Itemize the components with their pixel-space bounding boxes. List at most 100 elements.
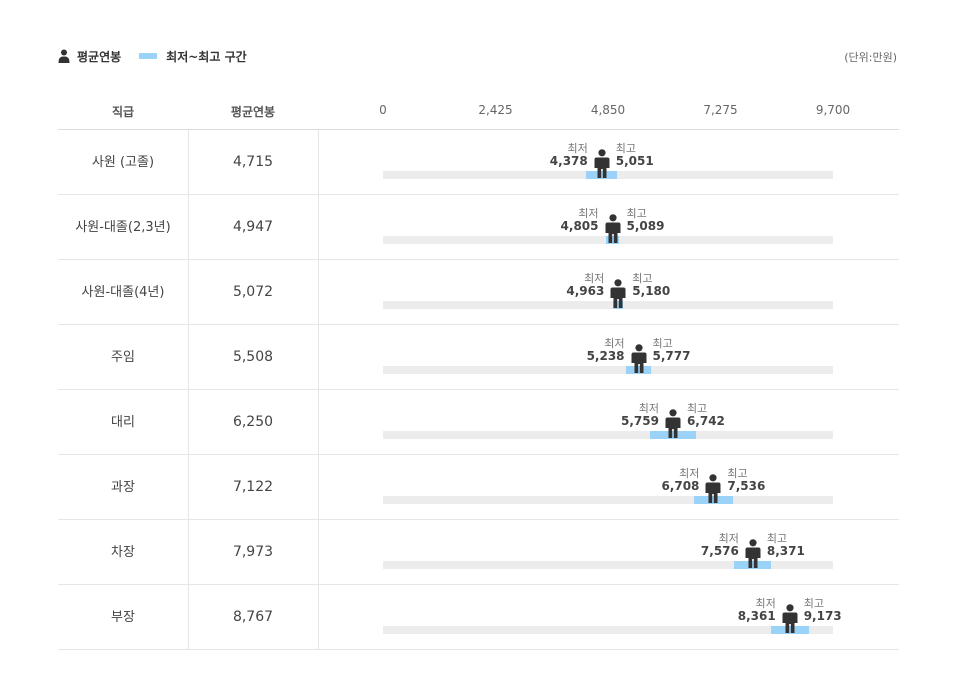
min-label: 최저 bbox=[584, 272, 605, 285]
min-value: 5,238 bbox=[586, 349, 625, 363]
axis-tick-label: 7,275 bbox=[703, 103, 738, 117]
range-band bbox=[613, 301, 624, 309]
grade-label: 사원-대졸(4년) bbox=[81, 285, 165, 300]
average-marker-icon bbox=[610, 279, 626, 308]
average-marker-icon bbox=[745, 539, 761, 568]
person-icon bbox=[58, 49, 70, 63]
axis-tick-label: 0 bbox=[379, 103, 387, 117]
average-value: 7,122 bbox=[232, 479, 274, 495]
row-divider bbox=[58, 194, 899, 195]
table-row: 과장 7,122 최저 6,708 최고 7,536 bbox=[58, 455, 899, 520]
range-band bbox=[650, 431, 696, 439]
min-label: 최저 bbox=[718, 532, 739, 545]
range-band bbox=[770, 626, 809, 634]
average-value: 5,508 bbox=[232, 349, 274, 365]
row-divider bbox=[58, 519, 899, 520]
range-track bbox=[383, 496, 833, 504]
grade-label: 대리 bbox=[111, 415, 135, 430]
range-track bbox=[383, 366, 833, 374]
min-value: 4,378 bbox=[549, 154, 588, 168]
average-value: 7,973 bbox=[232, 544, 274, 560]
row-divider bbox=[58, 649, 899, 650]
axis-tick-label: 9,700 bbox=[815, 103, 851, 117]
min-label: 최저 bbox=[578, 207, 599, 220]
max-value: 8,371 bbox=[766, 544, 805, 558]
row-divider bbox=[58, 259, 899, 260]
max-label: 최고 bbox=[652, 337, 673, 350]
average-value: 4,947 bbox=[232, 219, 274, 235]
min-value: 7,576 bbox=[700, 544, 739, 558]
table-row: 주임 5,508 최저 5,238 최고 5,777 bbox=[58, 325, 899, 390]
range-track bbox=[383, 561, 833, 569]
table-row: 부장 8,767 최저 8,361 최고 9,173 bbox=[58, 585, 899, 650]
column-header-grade: 직급 bbox=[111, 105, 135, 119]
average-value: 5,072 bbox=[232, 284, 274, 300]
range-track bbox=[383, 431, 833, 439]
grade-label: 사원-대졸(2,3년) bbox=[75, 220, 171, 235]
range-band bbox=[694, 496, 733, 504]
table-row: 사원-대졸(4년) 5,072 최저 4,963 최고 5,180 bbox=[58, 260, 899, 325]
max-value: 5,180 bbox=[632, 284, 671, 298]
average-value: 4,715 bbox=[232, 154, 274, 170]
max-label: 최고 bbox=[632, 272, 653, 285]
max-value: 6,742 bbox=[686, 414, 725, 428]
min-label: 최저 bbox=[755, 597, 776, 610]
legend-range-swatch bbox=[139, 53, 158, 59]
min-value: 4,805 bbox=[560, 219, 599, 233]
column-divider bbox=[188, 130, 189, 650]
min-label: 최저 bbox=[567, 142, 588, 155]
axis-tick-label: 2,425 bbox=[478, 103, 513, 117]
max-value: 5,051 bbox=[615, 154, 654, 168]
max-label: 최고 bbox=[615, 142, 636, 155]
table-row: 대리 6,250 최저 5,759 최고 6,742 bbox=[58, 390, 899, 455]
min-label: 최저 bbox=[604, 337, 625, 350]
legend: 평균연봉 최저~최고 구간 bbox=[58, 47, 247, 65]
average-marker-icon bbox=[705, 474, 721, 503]
grade-label: 주임 bbox=[111, 350, 135, 365]
range-band bbox=[626, 366, 651, 374]
range-band bbox=[605, 236, 620, 244]
grade-label: 과장 bbox=[111, 480, 135, 495]
max-label: 최고 bbox=[766, 532, 788, 545]
max-label: 최고 bbox=[803, 597, 824, 610]
max-label: 최고 bbox=[626, 207, 647, 220]
max-value: 9,173 bbox=[803, 609, 842, 623]
max-label: 최고 bbox=[727, 467, 748, 480]
header-divider bbox=[58, 129, 899, 130]
table-row: 사원-대졸(2,3년) 4,947 최저 4,805 최고 5,089 bbox=[58, 195, 899, 260]
legend-average-label: 평균연봉 bbox=[77, 49, 122, 64]
max-value: 7,536 bbox=[727, 479, 766, 493]
grade-label: 차장 bbox=[111, 545, 135, 560]
row-divider bbox=[58, 584, 899, 585]
grade-label: 사원 (고졸) bbox=[91, 155, 155, 170]
max-value: 5,777 bbox=[652, 349, 691, 363]
min-value: 4,963 bbox=[566, 284, 605, 298]
unit-label: (단위:만원) bbox=[844, 51, 897, 64]
min-value: 8,361 bbox=[737, 609, 776, 623]
max-value: 5,089 bbox=[626, 219, 665, 233]
table-row: 사원 (고졸) 4,715 최저 4,378 최고 5,051 bbox=[58, 130, 899, 195]
column-divider bbox=[318, 130, 319, 650]
average-value: 6,250 bbox=[232, 414, 274, 430]
grade-label: 부장 bbox=[111, 610, 135, 625]
range-track bbox=[383, 301, 833, 309]
min-value: 6,708 bbox=[661, 479, 700, 493]
average-value: 8,767 bbox=[232, 609, 274, 625]
row-divider bbox=[58, 454, 899, 455]
average-marker-icon bbox=[782, 604, 798, 633]
row-divider bbox=[58, 324, 899, 325]
min-value: 5,759 bbox=[620, 414, 659, 428]
row-divider bbox=[58, 389, 899, 390]
average-marker-icon bbox=[594, 149, 610, 178]
min-label: 최저 bbox=[638, 402, 659, 415]
axis-tick-label: 4,850 bbox=[590, 103, 626, 117]
max-label: 최고 bbox=[686, 402, 708, 415]
min-label: 최저 bbox=[679, 467, 700, 480]
range-track bbox=[383, 626, 833, 634]
range-band bbox=[586, 171, 618, 179]
average-marker-icon bbox=[631, 344, 647, 373]
average-marker-icon bbox=[605, 214, 620, 243]
column-header-average: 평균연봉 bbox=[230, 105, 276, 119]
legend-range-label: 최저~최고 구간 bbox=[166, 49, 247, 64]
average-marker-icon bbox=[665, 409, 681, 438]
